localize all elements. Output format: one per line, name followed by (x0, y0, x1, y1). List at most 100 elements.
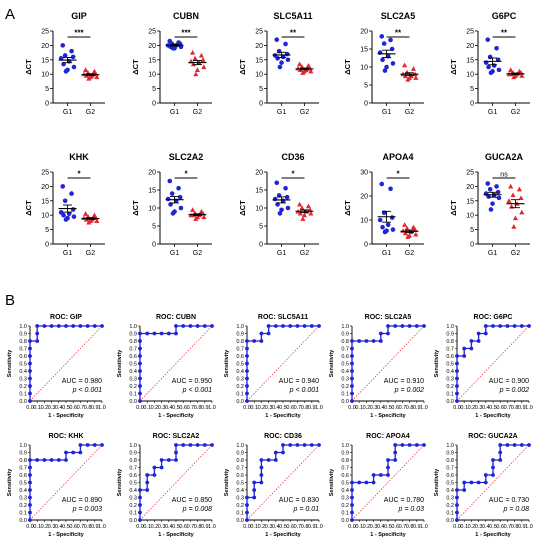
roc-point (302, 443, 307, 447)
x-tick-label: G1 (382, 109, 391, 116)
roc-point (28, 384, 32, 388)
g2-point (201, 214, 207, 220)
y-tick-label: 0.7 (236, 466, 244, 472)
roc-plot-3: ROC: SLC5A110.00.00.10.10.20.20.30.30.40… (224, 314, 323, 419)
x-tick-label: 0.9 (413, 524, 421, 530)
y-tick-label: 5 (259, 224, 263, 231)
y-tick-label: 10 (148, 206, 156, 213)
y-tick-label: 0.5 (129, 362, 137, 368)
scatter-plot-cubn: CUBN 0 5 10 15 20 25 ΔCT G1 G2 *** (131, 11, 212, 116)
y-tick-label: 0.9 (341, 451, 349, 457)
x-tick-label: G2 (86, 109, 95, 116)
y-axis-label: ΔCT (24, 59, 33, 75)
y-tick-label: 0.4 (341, 488, 349, 494)
g1-point (390, 227, 396, 232)
roc-point (295, 324, 300, 328)
roc-point (28, 369, 32, 373)
roc-point (455, 503, 459, 507)
y-tick-label: 20 (255, 170, 263, 177)
y-axis-label: ΔCT (449, 59, 458, 75)
y-tick-label: 0.2 (236, 503, 244, 509)
x-axis-label: 1 - Specificity (370, 532, 406, 538)
g1-point (58, 56, 64, 61)
g1-point (272, 196, 278, 202)
x-axis-label: 1 - Specificity (475, 532, 511, 538)
g1-point (382, 229, 388, 235)
x-tick-label: 0.8 (194, 405, 202, 411)
y-tick-label: 0 (259, 242, 263, 249)
g1-point (63, 69, 69, 74)
roc-point (455, 361, 459, 366)
y-axis-label: Sensitivity (7, 468, 13, 496)
y-tick-label: 0.2 (129, 503, 137, 509)
roc-point (400, 324, 405, 328)
roc-plot-7: ROC: SLC2A20.00.00.10.10.20.20.30.30.40.… (117, 433, 216, 538)
g1-point (176, 185, 181, 191)
y-tick-label: 0.2 (129, 384, 137, 390)
y-tick-label: 0.7 (129, 347, 137, 353)
y-tick-label: 0.3 (236, 496, 244, 502)
g2-point (190, 50, 196, 55)
y-tick-label: 10 (466, 213, 474, 220)
reference-diagonal (246, 444, 320, 521)
plot-title: KHK (69, 152, 89, 162)
y-tick-label: 5 (152, 224, 156, 231)
plot-title: CD36 (281, 152, 304, 162)
roc-point (350, 399, 354, 403)
roc-point (35, 324, 40, 328)
y-tick-label: 20 (466, 184, 474, 191)
y-tick-label: 10 (41, 72, 49, 79)
roc-point (56, 324, 61, 328)
y-tick-label: 0.1 (129, 511, 137, 517)
roc-point (138, 510, 142, 515)
y-tick-label: 0.5 (236, 481, 244, 487)
roc-point (245, 384, 249, 388)
roc-title: ROC: CD36 (264, 433, 302, 440)
scatter-plot-apoa4: APOA4 0 10 20 30 ΔCT G1 G2 * (343, 152, 424, 257)
x-tick-label: 1.0 (420, 524, 428, 530)
y-tick-label: 0.2 (236, 384, 244, 390)
g1-point (285, 205, 291, 211)
y-tick-label: 0.1 (236, 511, 244, 517)
g1-point (71, 214, 77, 219)
y-tick-label: 20 (360, 194, 368, 201)
x-tick-label: 0.4 (482, 405, 490, 411)
x-tick-label: G1 (277, 250, 286, 257)
roc-point (455, 510, 459, 515)
g1-point (490, 201, 495, 206)
y-tick-label: 1.0 (19, 324, 27, 330)
roc-point (28, 399, 32, 403)
roc-point (138, 488, 142, 492)
auc-label: AUC = 0.910 (384, 378, 424, 385)
x-tick-label: 0.1 (460, 524, 468, 530)
y-tick-label: 0.6 (236, 473, 244, 479)
significance-label: ** (290, 29, 297, 38)
roc-point (252, 488, 257, 492)
y-tick-label: 20 (148, 43, 156, 50)
g1-point (63, 217, 69, 222)
roc-point (393, 450, 398, 455)
y-tick-label: 20 (255, 43, 263, 50)
y-tick-label: 0.4 (446, 369, 454, 375)
roc-point (422, 324, 426, 328)
y-tick-label: 0.3 (341, 496, 349, 502)
x-axis-label: 1 - Specificity (265, 532, 301, 538)
roc-point (138, 361, 142, 366)
roc-point (210, 443, 214, 447)
y-tick-label: 10 (255, 206, 263, 213)
roc-point (138, 331, 142, 336)
x-tick-label: 0.8 (511, 405, 519, 411)
y-axis-label: ΔCT (343, 200, 352, 216)
g1-point (485, 37, 491, 42)
roc-point (259, 339, 264, 343)
roc-point (350, 376, 354, 381)
p-value-label: p = 0.08 (503, 506, 530, 513)
y-tick-label: 0.3 (446, 496, 454, 502)
g2-point (511, 224, 517, 229)
roc-point (266, 324, 271, 328)
y-tick-label: 0.3 (341, 377, 349, 383)
roc-point (378, 473, 383, 477)
y-tick-label: 0.7 (19, 466, 27, 472)
g1-point (488, 207, 494, 212)
roc-point (350, 488, 354, 492)
